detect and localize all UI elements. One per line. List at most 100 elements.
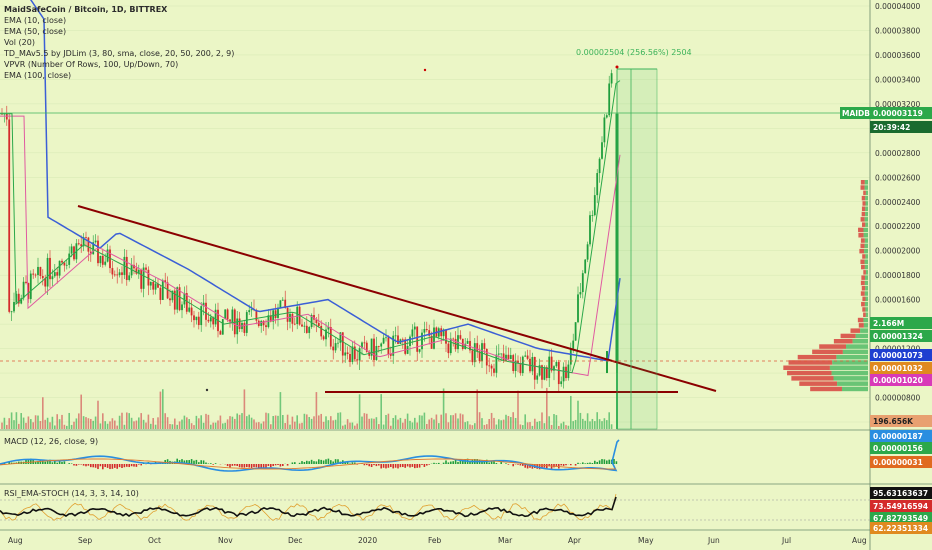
candle[interactable] xyxy=(245,312,248,333)
candle[interactable] xyxy=(531,356,534,372)
ema10-line[interactable] xyxy=(0,80,621,374)
candle[interactable] xyxy=(166,282,169,299)
candle[interactable] xyxy=(370,338,373,356)
candle[interactable] xyxy=(567,364,570,379)
candle[interactable] xyxy=(291,313,294,324)
candle[interactable] xyxy=(581,273,584,293)
candle[interactable] xyxy=(459,335,462,339)
candle[interactable] xyxy=(584,259,587,274)
candle[interactable] xyxy=(385,337,387,339)
candle[interactable] xyxy=(51,276,54,280)
candle[interactable] xyxy=(219,331,222,335)
candle[interactable] xyxy=(250,309,253,311)
candle[interactable] xyxy=(488,365,491,367)
candle[interactable] xyxy=(507,354,510,359)
legend-vpvr[interactable]: VPVR (Number Of Rows, 100, Up/Down, 70) xyxy=(4,60,179,69)
candle[interactable] xyxy=(202,302,205,307)
candle[interactable] xyxy=(329,327,332,347)
candle[interactable] xyxy=(605,115,608,118)
candle[interactable] xyxy=(447,343,450,354)
candle[interactable] xyxy=(505,354,507,361)
candle[interactable] xyxy=(524,355,527,357)
candle[interactable] xyxy=(188,307,191,312)
candle[interactable] xyxy=(44,278,47,287)
candle[interactable] xyxy=(606,351,608,374)
candle[interactable] xyxy=(32,273,35,275)
legend-ema10[interactable]: EMA (10, close) xyxy=(4,16,67,25)
candle[interactable] xyxy=(284,299,287,308)
candle[interactable] xyxy=(303,325,306,327)
candle[interactable] xyxy=(442,329,445,337)
candle[interactable] xyxy=(574,322,577,341)
candle[interactable] xyxy=(593,195,596,216)
candle[interactable] xyxy=(161,280,164,300)
candle[interactable] xyxy=(382,337,385,344)
candle[interactable] xyxy=(514,360,517,372)
candle[interactable] xyxy=(543,367,546,380)
rsi-label[interactable]: RSI_EMA-STOCH (14, 3, 3, 14, 10) xyxy=(4,489,139,498)
candle[interactable] xyxy=(313,314,315,320)
candle[interactable] xyxy=(296,306,299,325)
candle[interactable] xyxy=(68,253,71,265)
candle[interactable] xyxy=(471,350,474,363)
candle[interactable] xyxy=(94,240,97,243)
candle[interactable] xyxy=(183,293,186,305)
candle[interactable] xyxy=(111,268,114,275)
candle[interactable] xyxy=(80,244,83,247)
candle[interactable] xyxy=(281,299,284,301)
candle[interactable] xyxy=(430,335,433,349)
candle[interactable] xyxy=(305,325,308,333)
candle[interactable] xyxy=(490,365,493,369)
candle[interactable] xyxy=(34,274,37,276)
candle[interactable] xyxy=(58,260,61,276)
candle[interactable] xyxy=(401,339,404,341)
candle[interactable] xyxy=(440,328,443,337)
candle[interactable] xyxy=(526,355,529,359)
candle[interactable] xyxy=(320,325,323,337)
candle[interactable] xyxy=(476,343,479,352)
candle[interactable] xyxy=(452,338,455,340)
candle[interactable] xyxy=(37,266,39,276)
candle[interactable] xyxy=(274,310,277,318)
candle[interactable] xyxy=(29,273,32,299)
candle[interactable] xyxy=(238,318,241,330)
candle[interactable] xyxy=(61,260,63,263)
candle[interactable] xyxy=(255,310,258,321)
candle[interactable] xyxy=(351,346,354,363)
candle[interactable] xyxy=(339,332,342,343)
candle[interactable] xyxy=(325,329,327,340)
candle[interactable] xyxy=(154,283,157,290)
candle[interactable] xyxy=(193,315,195,321)
candle[interactable] xyxy=(214,309,217,325)
candle[interactable] xyxy=(87,237,90,252)
candle[interactable] xyxy=(483,343,486,349)
candle[interactable] xyxy=(349,354,351,363)
candle[interactable] xyxy=(356,359,359,361)
legend-ema50[interactable]: EMA (50, close) xyxy=(4,27,67,36)
candle[interactable] xyxy=(277,307,279,318)
candle[interactable] xyxy=(392,335,395,356)
rsi-stoch-line[interactable] xyxy=(0,493,617,521)
candle[interactable] xyxy=(125,256,128,281)
candle[interactable] xyxy=(409,336,411,347)
candle[interactable] xyxy=(533,356,536,380)
candle[interactable] xyxy=(464,343,467,349)
candle[interactable] xyxy=(8,119,11,312)
candle[interactable] xyxy=(101,255,104,265)
candle[interactable] xyxy=(85,237,87,238)
candle[interactable] xyxy=(142,267,145,289)
measure-box[interactable] xyxy=(616,68,658,430)
candle[interactable] xyxy=(308,327,311,333)
macd-signal-line[interactable] xyxy=(0,458,616,470)
candle[interactable] xyxy=(373,338,375,360)
candle[interactable] xyxy=(149,281,152,286)
candle[interactable] xyxy=(301,324,303,327)
candle[interactable] xyxy=(20,298,23,304)
candle[interactable] xyxy=(99,255,102,264)
candle[interactable] xyxy=(519,363,522,374)
candle[interactable] xyxy=(25,281,27,284)
candle[interactable] xyxy=(171,290,174,301)
candle[interactable] xyxy=(493,368,495,373)
ema100-line[interactable] xyxy=(0,0,621,362)
candle[interactable] xyxy=(137,269,140,274)
